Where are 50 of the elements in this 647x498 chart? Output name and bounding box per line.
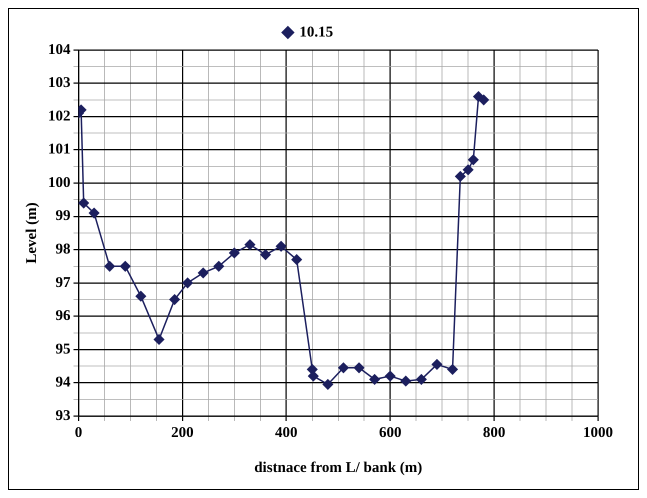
- y-tick-label: 99: [56, 208, 70, 224]
- y-tick-label: 101: [48, 142, 70, 158]
- y-tick-label: 97: [56, 274, 71, 291]
- y-tick-label: 103: [48, 75, 70, 92]
- point: [308, 370, 319, 382]
- y-tick-label: 96: [56, 308, 71, 324]
- point: [447, 364, 458, 375]
- y-tick-label: 94: [56, 374, 71, 391]
- x-tick-label: 1000: [583, 424, 613, 441]
- point: [462, 164, 474, 176]
- point: [276, 241, 286, 252]
- legend-label: 10.15: [299, 24, 334, 40]
- point: [322, 379, 334, 390]
- point: [182, 278, 193, 288]
- y-axis-title: Level (m): [24, 202, 40, 264]
- y-tick-label: 104: [48, 42, 71, 58]
- x-axis-title: distnace from L/ bank (m): [254, 460, 422, 476]
- y-tick-label: 95: [56, 341, 70, 358]
- point: [78, 198, 89, 208]
- point: [198, 268, 208, 278]
- point: [244, 239, 256, 250]
- y-tick-label: 102: [48, 108, 70, 124]
- x-tick-label: 200: [171, 424, 194, 441]
- x-tick-label: 0: [74, 424, 82, 441]
- point: [369, 374, 380, 385]
- point: [384, 370, 396, 382]
- point: [214, 261, 224, 272]
- x-tick-label: 400: [275, 424, 298, 441]
- point: [104, 261, 115, 272]
- point: [136, 290, 146, 302]
- point: [229, 248, 240, 258]
- point: [478, 94, 489, 106]
- point: [88, 208, 100, 218]
- point: [416, 374, 427, 385]
- point: [455, 171, 466, 182]
- point: [154, 334, 164, 345]
- point: [169, 294, 180, 305]
- point: [468, 154, 479, 166]
- x-tick-label: 800: [482, 424, 506, 441]
- point: [338, 362, 349, 374]
- point: [291, 254, 302, 265]
- point: [120, 261, 131, 272]
- x-tick-label: 600: [378, 424, 402, 441]
- point: [354, 362, 364, 374]
- y-tick-label: 98: [56, 242, 70, 258]
- point: [260, 249, 271, 260]
- point: [432, 359, 442, 370]
- y-tick-label: 93: [56, 408, 70, 424]
- point: [400, 376, 412, 386]
- y-tick-label: 100: [48, 174, 70, 191]
